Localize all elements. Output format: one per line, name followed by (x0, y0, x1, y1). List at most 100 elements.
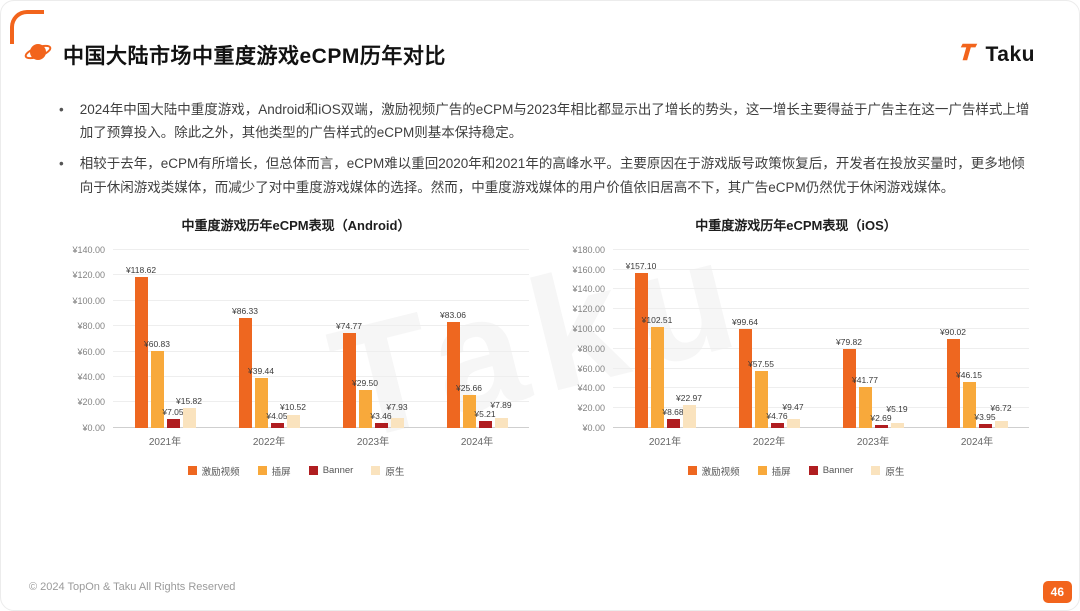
legend-item: 原生 (871, 464, 904, 478)
gridline (613, 248, 1029, 250)
bar: ¥41.77 (852, 250, 878, 428)
bar-rect (634, 272, 648, 428)
legend-item: Banner (808, 464, 854, 478)
x-axis-label: 2021年 (648, 436, 682, 448)
legend: 激励视频 插屏 Banner 原生 (563, 464, 1029, 478)
bar-value-label: ¥86.33 (232, 306, 258, 317)
bullet-item: • 2024年中国大陆中重度游戏，Android和iOS双端，激励视频广告的eC… (59, 98, 1033, 144)
legend-label: 原生 (385, 466, 405, 478)
legend-label: Banner (322, 465, 354, 477)
legend-swatch (308, 466, 318, 476)
gridline (613, 308, 1029, 310)
bar-value-label: ¥29.50 (352, 378, 378, 389)
gridline (613, 288, 1029, 290)
y-axis-label: ¥120.00 (572, 304, 605, 315)
bar-rect (754, 370, 768, 428)
bar: ¥4.05 (266, 250, 288, 428)
bar: ¥29.50 (352, 250, 378, 428)
legend-swatch (871, 466, 881, 476)
bar: ¥46.15 (956, 250, 982, 428)
y-axis-label: ¥80.00 (577, 343, 605, 354)
gridline (113, 299, 529, 301)
x-axis-label: 2023年 (856, 436, 890, 448)
bar-value-label: ¥74.77 (336, 320, 362, 331)
gridline (113, 350, 529, 352)
page-title: 中国大陆市场中重度游戏eCPM历年对比 (63, 44, 446, 68)
bar-group: ¥90.02 ¥46.15 ¥3.95 ¥6.72 (925, 250, 1029, 428)
bar-rect (134, 277, 148, 428)
x-axis-label: 2024年 (960, 436, 994, 448)
bar-value-label: ¥118.62 (125, 265, 157, 276)
legend-item: 激励视频 (187, 464, 240, 478)
bar-rect (682, 405, 696, 428)
bar-value-label: ¥7.05 (162, 406, 184, 417)
legend-swatch (808, 466, 818, 476)
bar-rect (238, 318, 252, 428)
bar-value-label: ¥7.89 (490, 400, 512, 411)
gridline (613, 387, 1029, 389)
bar-rect (650, 326, 664, 428)
chart-plot-area: ¥0.00 ¥20.00 ¥40.00 ¥60.00 ¥80.00 ¥100.00 ¥120… (563, 245, 1029, 433)
bar: ¥102.51 (642, 250, 672, 428)
y-axis: ¥0.00 ¥20.00 ¥40.00 ¥60.00 ¥80.00 ¥100.00 ¥120… (63, 245, 113, 433)
y-axis-label: ¥20.00 (577, 403, 605, 414)
bar-rect (874, 425, 888, 428)
plot: ¥118.62 ¥60.83 ¥7.05 ¥15.82 ¥86.33 ¥39.44 ¥4.0… (113, 248, 529, 428)
copyright-text: © 2024 TopOn & Taku All Rights Reserved (29, 581, 236, 593)
legend-label: Banner (822, 465, 854, 477)
bar: ¥22.97 (676, 250, 702, 428)
bar: ¥3.95 (974, 250, 996, 428)
bar-value-label: ¥157.10 (625, 260, 657, 271)
chart-title-ios: 中重度游戏历年eCPM表现（iOS） (695, 217, 897, 233)
bar-value-label: ¥90.02 (940, 326, 966, 337)
bar-value-label: ¥83.06 (440, 310, 466, 321)
bar-rect (462, 395, 476, 428)
legend-label: 原生 (885, 466, 905, 478)
header: 中国大陆市场中重度游戏eCPM历年对比 Taku (1, 1, 1079, 72)
gridline (613, 367, 1029, 369)
x-axis: 2021年 2022年 2023年 2024年 (113, 433, 529, 448)
chart-canvas-android: ¥0.00 ¥20.00 ¥40.00 ¥60.00 ¥80.00 ¥100.00 ¥120… (63, 245, 529, 478)
bar: ¥157.10 (626, 250, 656, 428)
gridline (113, 274, 529, 276)
bar-rect (374, 423, 388, 428)
bar: ¥10.52 (280, 250, 306, 428)
gridline (113, 325, 529, 327)
x-axis-label: 2023年 (356, 436, 390, 448)
bar-value-label: ¥2.69 (870, 413, 892, 424)
x-axis-label: 2022年 (252, 436, 286, 448)
gridline (613, 426, 1029, 428)
y-axis-label: ¥80.00 (77, 321, 105, 332)
bar: ¥118.62 (126, 250, 156, 428)
bar: ¥2.69 (870, 250, 892, 428)
chart-android: 中重度游戏历年eCPM表现（Android） ¥0.00 ¥20.00 ¥40.00… (63, 215, 529, 478)
bar-rect (962, 382, 976, 428)
bar: ¥7.93 (386, 250, 408, 428)
bar-value-label: ¥39.44 (248, 365, 274, 376)
bar-value-label: ¥3.46 (370, 411, 392, 422)
bullet-text: 2024年中国大陆中重度游戏，Android和iOS双端，激励视频广告的eCPM… (79, 102, 1030, 141)
bar-group: ¥79.82 ¥41.77 ¥2.69 ¥5.19 (821, 250, 925, 428)
y-axis-label: ¥100.00 (72, 295, 105, 306)
legend-swatch (757, 466, 767, 476)
gridline (613, 347, 1029, 349)
bar-group: ¥83.06 ¥25.66 ¥5.21 ¥7.89 (425, 250, 529, 428)
y-axis-label: ¥60.00 (577, 363, 605, 374)
legend-item: 插屏 (757, 464, 791, 478)
y-axis-label: ¥20.00 (77, 397, 105, 408)
bar-rect (270, 422, 284, 428)
bar-rect (478, 421, 492, 428)
bar: ¥8.68 (662, 250, 684, 428)
bar-value-label: ¥8.68 (662, 407, 684, 418)
bar: ¥57.55 (748, 250, 774, 428)
bar-rect (842, 348, 856, 428)
x-axis: 2021年 2022年 2023年 2024年 (613, 433, 1029, 448)
bar-rect (858, 386, 872, 428)
summary-bullets: • 2024年中国大陆中重度游戏，Android和iOS双端，激励视频广告的eC… (59, 98, 1033, 199)
bar-rect (254, 377, 268, 428)
bar: ¥79.82 (836, 250, 862, 428)
y-axis: ¥0.00 ¥20.00 ¥40.00 ¥60.00 ¥80.00 ¥100.00 ¥120… (563, 245, 613, 433)
x-axis-label: 2022年 (752, 436, 786, 448)
bar: ¥9.47 (782, 250, 804, 428)
bar-value-label: ¥57.55 (748, 358, 774, 369)
